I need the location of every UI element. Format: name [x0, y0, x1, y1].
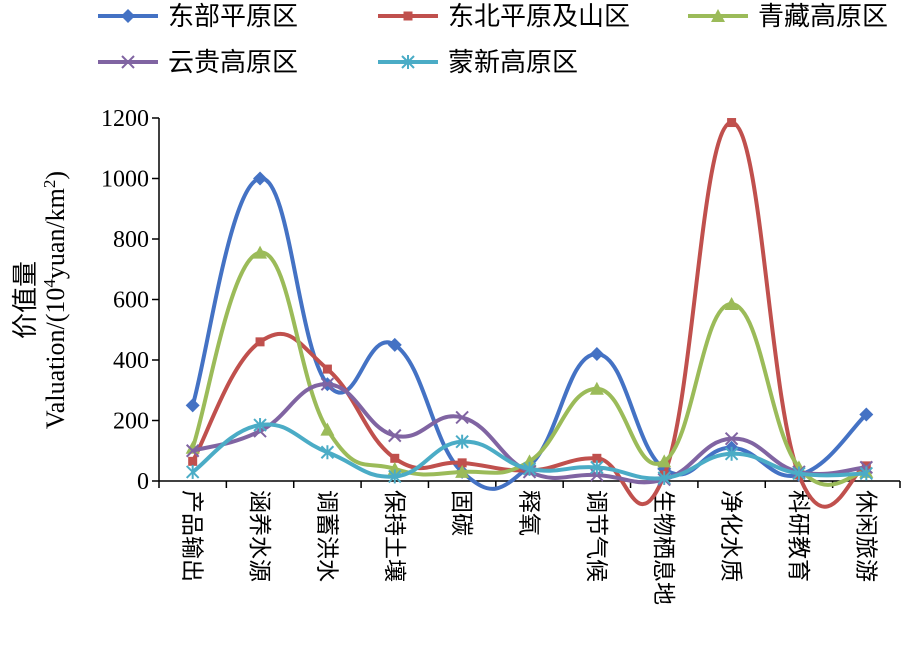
- data-point: [320, 445, 335, 460]
- data-point: [185, 444, 200, 458]
- data-point: [724, 431, 739, 446]
- data-point: [253, 418, 267, 433]
- data-point: [388, 428, 402, 443]
- data-point: [859, 466, 874, 481]
- x-tick-label: 生物栖息地: [650, 490, 676, 605]
- data-point: [455, 464, 470, 478]
- legend-marker: [403, 11, 413, 21]
- x-tick-label: 调节气候: [583, 490, 609, 582]
- x-tick-label: 科研教育: [785, 490, 811, 582]
- data-point: [455, 410, 469, 425]
- y-tick-label: 400: [113, 348, 149, 374]
- legend-label: 东部平原区: [168, 2, 298, 32]
- legend-marker: [711, 9, 725, 22]
- data-point: [592, 453, 602, 463]
- legend-label: 蒙新高原区: [448, 48, 578, 78]
- x-tick-label: 释氧: [516, 490, 542, 536]
- data-point: [792, 466, 806, 481]
- data-point: [590, 460, 604, 475]
- legend-label: 青藏高原区: [758, 2, 888, 32]
- y-axis-title-cn: 价值量: [11, 261, 41, 339]
- superscript: 4: [40, 279, 59, 288]
- superscript: 2: [40, 180, 59, 189]
- data-point: [724, 297, 739, 311]
- series-group: [185, 118, 874, 509]
- legend-label: 云贵高原区: [168, 48, 298, 78]
- legend-marker: [121, 9, 135, 23]
- data-point: [522, 461, 537, 476]
- marker-stroke: [185, 444, 200, 458]
- legend-item-4: 云贵高原区: [98, 48, 298, 78]
- y-tick-label: 1000: [101, 167, 149, 193]
- text-part: ): [41, 171, 70, 180]
- data-point: [253, 245, 268, 259]
- data-point: [388, 469, 402, 484]
- data-point: [320, 377, 335, 391]
- series-line: [190, 176, 868, 491]
- x-tick-label: 休闲旅游: [852, 490, 878, 582]
- data-point: [657, 454, 672, 468]
- legend-marker: [121, 55, 135, 69]
- x-tick-label: 产品输出: [179, 490, 205, 582]
- data-point: [253, 171, 268, 186]
- legend-item-5: 蒙新高原区: [378, 48, 578, 78]
- x-tick-label: 保持土壤: [381, 490, 407, 582]
- data-point: [320, 422, 335, 436]
- y-tick-label: 1200: [101, 106, 149, 132]
- data-point: [387, 337, 402, 352]
- marker-stroke: [121, 55, 135, 69]
- data-point: [457, 458, 467, 468]
- data-point: [589, 381, 604, 395]
- data-point: [390, 453, 400, 463]
- data-point: [185, 398, 200, 413]
- data-point: [185, 464, 200, 479]
- data-point: [322, 364, 332, 374]
- marker-stroke: [724, 431, 739, 446]
- legend-item-1: 东部平原区: [98, 2, 298, 32]
- x-tick-label: 净化水质: [718, 490, 744, 582]
- x-tick-label: 涵养水源: [246, 490, 272, 582]
- marker-stroke: [320, 377, 335, 391]
- data-point: [255, 337, 265, 347]
- marker-stroke: [455, 410, 469, 425]
- data-point: [657, 470, 671, 485]
- legend-item-2: 东北平原及山区: [378, 2, 630, 32]
- text-part: yuan/km: [41, 188, 70, 279]
- series-line: [190, 250, 867, 487]
- text-part: Valuation/(10: [41, 288, 70, 430]
- data-point: [859, 407, 874, 422]
- x-tick-label: 固碳: [448, 490, 474, 536]
- x-axis-ticks: 产品输出 涵养水源 调蓄洪水 保持土壤 固碳 释氧 调节气候 生物栖息地 净化水质 科研教育 休闲旅…: [158, 481, 901, 605]
- data-point: [727, 118, 737, 128]
- legend-label: 东北平原及山区: [448, 2, 630, 32]
- y-tick-label: 0: [137, 469, 149, 495]
- legend-marker: [401, 55, 415, 69]
- data-point: [188, 456, 198, 466]
- series-5: [185, 418, 874, 485]
- series-3: [185, 245, 874, 487]
- legend-item-3: 青藏高原区: [688, 2, 888, 32]
- data-point: [455, 434, 469, 449]
- series-line: [191, 422, 867, 481]
- y-axis-title-en: Valuation/(104yuan/km2): [40, 171, 71, 429]
- marker-stroke: [388, 428, 402, 443]
- y-tick-label: 800: [113, 227, 149, 253]
- data-point: [724, 446, 739, 461]
- y-axis-title: 价值量 Valuation/(104yuan/km2): [11, 171, 70, 429]
- x-tick-label: 调蓄洪水: [313, 490, 339, 582]
- y-axis-ticks: 0 200 400 600 800 1000 1200: [101, 106, 159, 495]
- y-tick-label: 200: [113, 409, 149, 435]
- data-point: [589, 346, 604, 361]
- series-1: [185, 171, 874, 491]
- y-tick-label: 600: [113, 288, 149, 314]
